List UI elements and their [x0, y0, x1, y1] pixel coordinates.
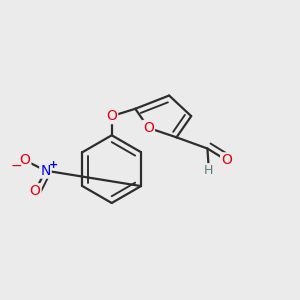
Text: −: − [10, 159, 22, 173]
Text: +: + [49, 160, 58, 170]
Text: H: H [204, 164, 214, 177]
Text: O: O [30, 184, 40, 198]
Text: O: O [143, 121, 154, 135]
Text: N: N [40, 164, 51, 178]
Text: O: O [221, 153, 232, 167]
Text: O: O [106, 109, 117, 123]
Text: O: O [20, 153, 30, 167]
